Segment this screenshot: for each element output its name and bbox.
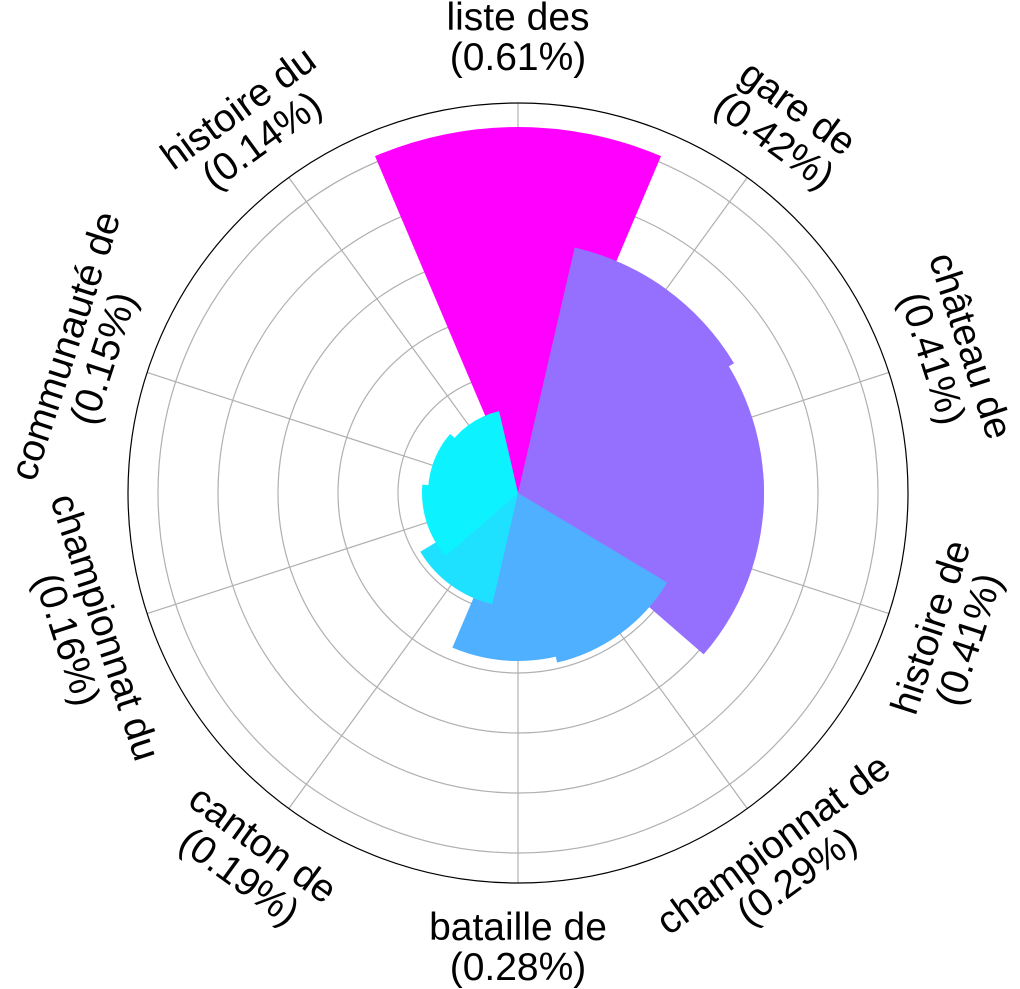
bar-gare-de — [518, 247, 735, 493]
bars — [374, 127, 764, 663]
category-label: histoire de(0.41%) — [883, 535, 1018, 732]
bar-histoire-de — [518, 471, 764, 655]
category-label: communauté de(0.15%) — [2, 206, 167, 498]
bar-histoire-du — [445, 411, 518, 493]
bar-château-de — [518, 331, 764, 515]
bar-championnat-du — [421, 484, 518, 556]
category-label: liste des (0.61%) — [446, 0, 589, 79]
category-label: gare de(0.42%) — [706, 51, 865, 198]
bar-bataille-de — [452, 493, 584, 662]
category-label: bataille de (0.28%) — [429, 906, 607, 989]
category-label: canton de(0.19%) — [157, 777, 344, 945]
category-value-label: (0.28%) — [450, 946, 587, 989]
bar-liste-des — [374, 127, 662, 494]
category-label: championnat de(0.29%) — [648, 746, 921, 976]
category-name: liste des — [446, 0, 589, 39]
category-label: championnat du(0.16%) — [3, 489, 168, 779]
polar-frame — [127, 102, 909, 884]
bar-canton-de — [420, 493, 518, 605]
category-label: histoire du(0.14%) — [153, 38, 347, 211]
category-value-label: (0.61%) — [450, 36, 587, 79]
category-name: bataille de — [429, 906, 607, 949]
